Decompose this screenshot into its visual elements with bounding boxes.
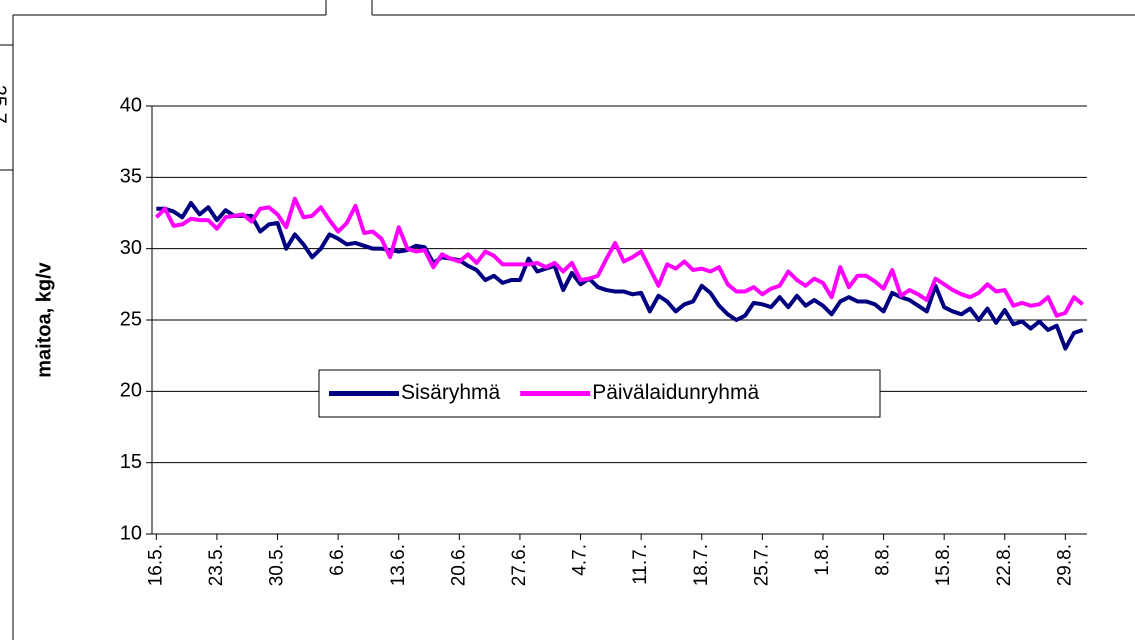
- y-tick-label: 35: [120, 166, 142, 188]
- series-line: [154, 196, 1084, 318]
- x-tick-label: 29.8.: [1054, 544, 1075, 586]
- x-tick-label: 15.8.: [933, 544, 954, 586]
- legend-label: Sisäryhmä: [401, 381, 501, 404]
- y-tick-label: 15: [120, 451, 142, 473]
- x-tick-label: 4.7.: [570, 544, 591, 576]
- legend-label: Päivälaidunryhmä: [592, 381, 759, 404]
- x-tick-label: 20.6.: [448, 544, 469, 586]
- x-tick-label: 16.5.: [145, 544, 166, 586]
- y-tick-label: 10: [120, 522, 142, 544]
- y-axis-label: maitoa, kg/v: [33, 261, 55, 377]
- x-tick-label: 1.8.: [812, 544, 833, 576]
- y-tick-label: 25: [120, 308, 142, 330]
- y-tick-label: 30: [120, 237, 142, 259]
- x-tick-label: 13.6.: [388, 544, 409, 586]
- y-tick-label: 40: [120, 94, 142, 116]
- x-tick-label: 30.5.: [267, 544, 288, 586]
- x-tick-label: 27.6.: [509, 544, 530, 586]
- x-tick-label: 25.7.: [751, 544, 772, 586]
- cropped-label: 25.7.: [0, 85, 10, 129]
- x-tick-label: 18.7.: [691, 544, 712, 586]
- legend: [318, 369, 881, 418]
- y-tick-label: 20: [120, 380, 142, 402]
- x-tick-label: 22.8.: [994, 544, 1015, 586]
- x-tick-label: 23.5.: [206, 544, 227, 586]
- x-tick-label: 11.7.: [630, 544, 651, 585]
- x-tick-label: 8.8.: [873, 544, 894, 576]
- series-line: [156, 201, 1084, 351]
- x-tick-label: 6.6.: [327, 544, 348, 576]
